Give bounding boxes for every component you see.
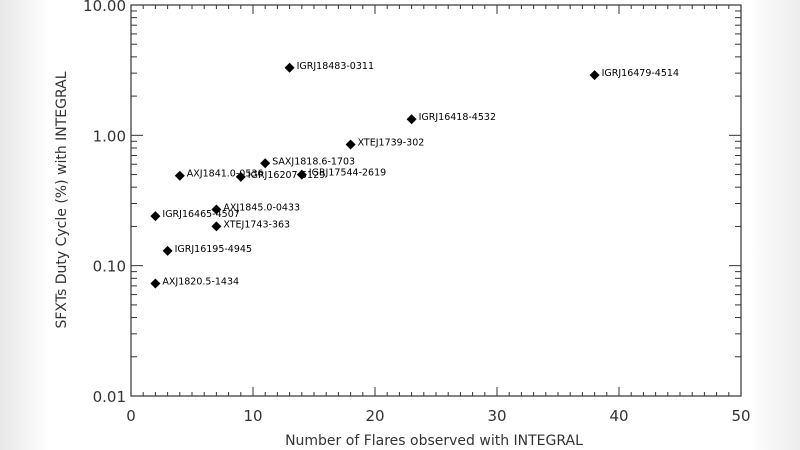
data-point: IGRJ16479-4514 — [589, 68, 679, 81]
point-label: IGRJ18483-0311 — [297, 61, 374, 72]
point-label: IGRJ16195-4945 — [175, 244, 252, 255]
diamond-marker-icon — [260, 158, 271, 169]
data-point: XTEJ1739-302 — [345, 138, 425, 150]
point-label: XTEJ1743-363 — [223, 219, 290, 230]
x-tick-label: 20 — [365, 407, 384, 425]
x-tick-label: 10 — [243, 407, 262, 425]
y-tick-label: 10.00 — [83, 0, 126, 15]
diamond-marker-icon — [406, 114, 417, 125]
diamond-marker-icon — [211, 221, 222, 232]
point-label: IGRJ17544-2619 — [309, 168, 386, 179]
x-tick-label: 30 — [487, 407, 506, 425]
data-point: IGRJ17544-2619 — [296, 168, 386, 180]
point-label: AXJ1820.5-1434 — [162, 276, 239, 287]
data-point: AXJ1820.5-1434 — [150, 276, 239, 289]
diamond-marker-icon — [150, 211, 161, 222]
diamond-marker-icon — [174, 170, 185, 181]
diamond-marker-icon — [235, 171, 246, 182]
left-shadow — [0, 0, 50, 450]
x-axis-title: Number of Flares observed with INTEGRAL — [285, 433, 583, 449]
y-tick-label: 0.01 — [93, 388, 126, 406]
data-point: IGRJ16207-5129 — [235, 170, 325, 182]
diamond-marker-icon — [162, 245, 173, 256]
diamond-marker-icon — [589, 70, 600, 81]
tick-labels: 0 10 20 30 40 50 0.01 0.10 1.00 10.00 — [83, 0, 751, 425]
x-tick-label: 50 — [731, 407, 750, 425]
point-label: IGRJ16418-4532 — [419, 112, 496, 123]
data-point: SAXJ1818.6-1703 — [260, 156, 355, 169]
data-point: AXJ1845.0-0433 — [211, 202, 300, 215]
point-label: XTEJ1739-302 — [358, 138, 425, 149]
y-tick-label: 0.10 — [93, 258, 126, 276]
data-point: AXJ1841.0-0536 — [174, 169, 264, 181]
data-point: IGRJ18483-0311 — [284, 61, 374, 73]
data-point: IGRJ16465-4507 — [150, 209, 240, 222]
diamond-marker-icon — [296, 169, 307, 180]
point-label: AXJ1845.0-0433 — [223, 202, 300, 213]
y-axis-title: SFXTs Duty Cycle (%) with INTEGRAL — [54, 71, 70, 328]
point-label: IGRJ16207-5129 — [248, 170, 325, 181]
y-tick-label: 1.00 — [93, 127, 126, 145]
point-label: AXJ1841.0-0536 — [187, 169, 264, 180]
diamond-marker-icon — [284, 62, 295, 73]
axes-frame — [130, 4, 742, 397]
data-point: XTEJ1743-363 — [211, 219, 290, 232]
diamond-marker-icon — [211, 204, 222, 215]
data-point: IGRJ16195-4945 — [162, 244, 252, 256]
data-point: IGRJ16418-4532 — [406, 112, 496, 125]
point-label: SAXJ1818.6-1703 — [272, 156, 355, 167]
point-label: IGRJ16479-4514 — [602, 68, 679, 79]
diamond-marker-icon — [345, 139, 356, 150]
data-points: IGRJ18483-0311 IGRJ16479-4514 IGRJ16418-45… — [150, 61, 679, 289]
point-label: IGRJ16465-4507 — [162, 209, 239, 220]
right-shadow — [748, 0, 800, 450]
x-tick-label: 0 — [126, 407, 136, 425]
x-tick-label: 40 — [609, 407, 628, 425]
axis-ticks — [130, 5, 742, 397]
diamond-marker-icon — [150, 278, 161, 289]
